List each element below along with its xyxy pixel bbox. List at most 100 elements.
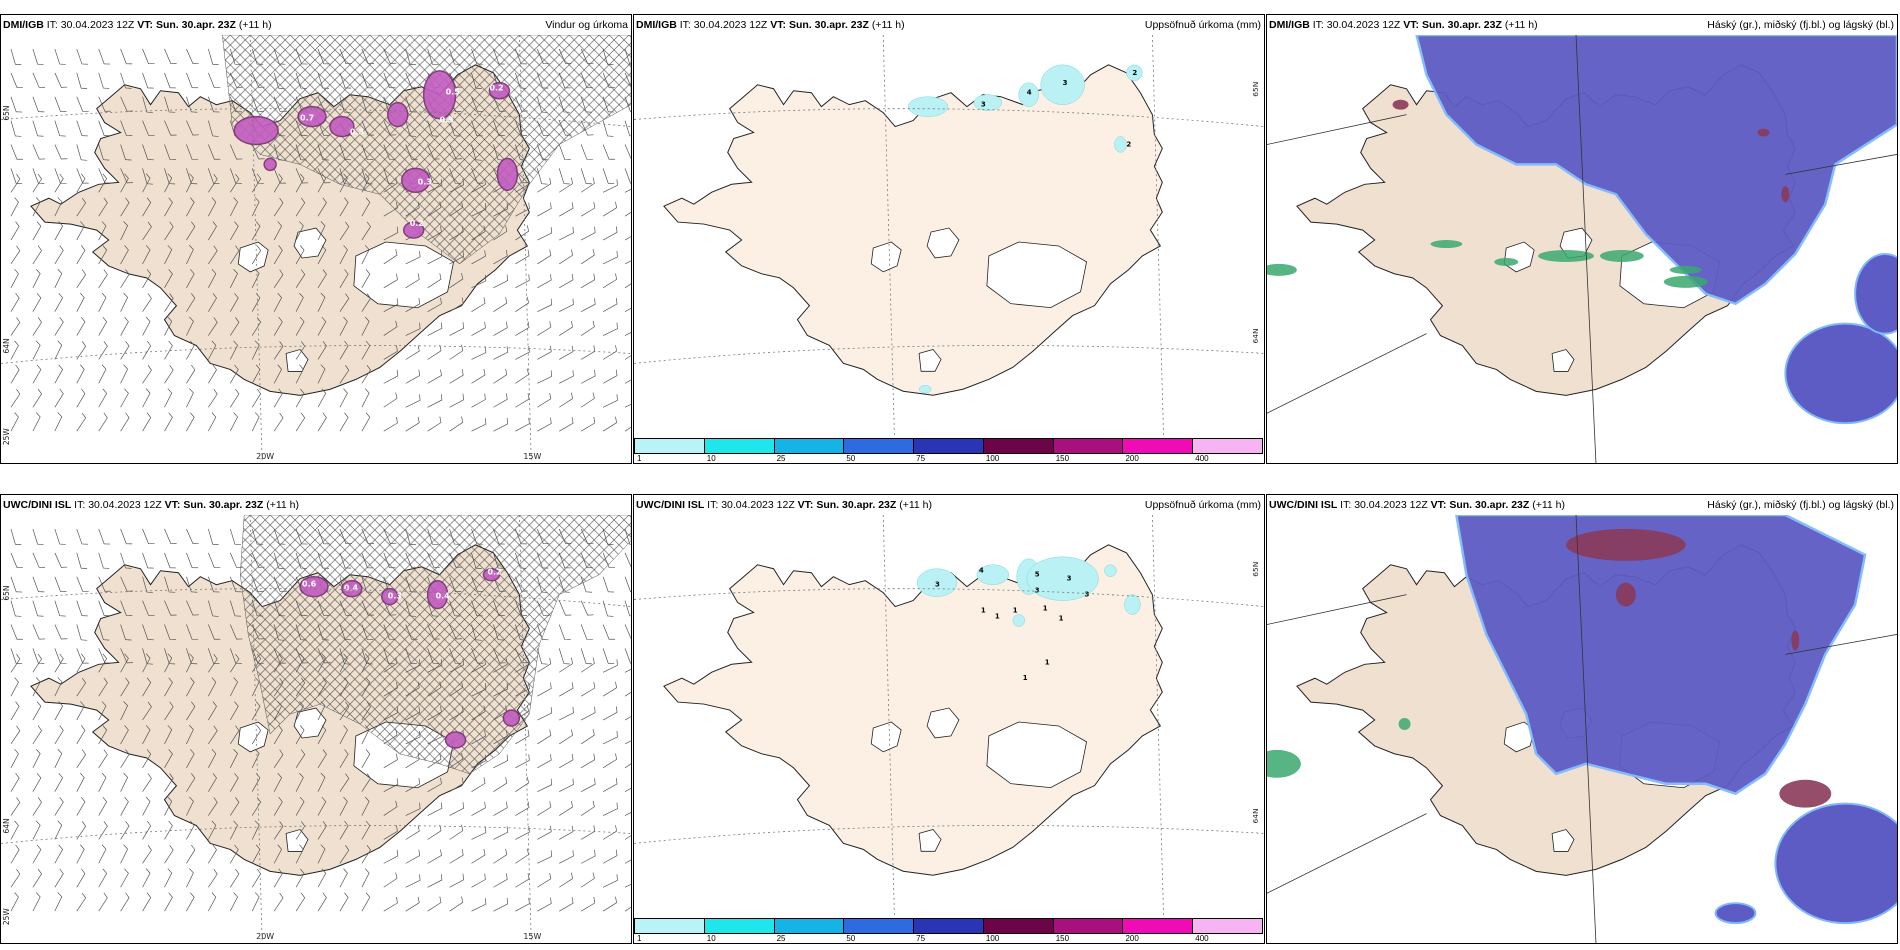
wind-barb [10,120,22,137]
wind-barb [186,749,195,768]
accum-area [1018,82,1039,107]
wind-barb [471,528,483,545]
wind-barb [142,701,152,721]
accum-value: 1 [981,607,986,615]
wind-barb [164,197,173,217]
low-cloud [1757,128,1770,137]
wind-barb [120,388,129,408]
wind-barb [273,821,284,840]
wind-barb [427,394,443,408]
wind-barb [208,340,217,360]
wind-barb [515,776,530,792]
wind-barb [142,72,154,89]
accum-value: 3 [1063,79,1068,87]
wind-barb [537,249,552,265]
colorbar-swatches [634,918,1264,934]
wind-barb [471,624,482,641]
colorbar-swatch [1122,438,1194,454]
wind-barb [449,168,462,184]
wind-barb [142,120,155,136]
wind-barb [580,392,595,408]
glacier [926,227,960,259]
wind-barb [76,173,86,193]
wind-barb [54,173,64,193]
wind-barb [164,552,176,569]
wind-barb [537,872,552,888]
wind-barb [10,168,23,185]
wind-barb [449,849,464,864]
wind-barb [76,48,88,65]
wind-barb [624,307,631,313]
wind-barb [471,873,486,888]
wind-barb [142,868,151,888]
wind-barb [559,682,574,697]
wind-barb [251,144,265,160]
wind-barb [164,364,174,384]
wind-barb [142,892,152,912]
wind-barb [10,725,21,745]
wind-barb [98,868,108,888]
wind-barb [208,412,217,432]
precip-value: 0.5 [440,116,454,125]
wind-barb [515,658,530,673]
wind-barb [558,648,570,665]
wind-barb [229,197,238,217]
wind-barb [164,820,173,840]
wind-barb [32,701,42,721]
wind-barb [54,552,68,568]
panel-header: UWC/DINI ISL IT: 30.04.2023 12Z VT: Sun.… [1,495,631,515]
wind-barb [602,168,615,185]
wind-barb [317,144,329,161]
wind-barb [449,297,464,313]
wind-barb [536,624,549,641]
wind-barb [493,225,508,241]
wind-barb [10,820,19,840]
wind-barb [273,412,284,432]
accum-value: 3 [1067,575,1072,583]
projection-line [1785,154,1897,175]
wind-barb [471,225,486,241]
accum-value: 3 [981,101,986,109]
wind-barb [624,552,631,568]
wind-barb [536,552,549,569]
wind-barb [164,725,173,745]
wind-barb [295,168,309,184]
wind-barb [76,528,88,545]
wind-barb [10,144,23,160]
colorbar-swatch [634,918,705,934]
precip-area [402,221,425,239]
precip-area [341,579,363,598]
longitude-line [518,515,532,943]
wind-barb [229,72,243,88]
wind-barb [186,72,199,89]
wind-barb [339,365,350,384]
wind-barb [164,868,173,888]
wind-barb [186,844,196,864]
wind-barb [98,144,110,161]
wind-barb [164,340,173,360]
cloud-map [1267,35,1897,463]
precip-area [444,731,467,749]
wind-barb [32,552,46,568]
accum-value: 1 [995,612,1000,620]
wind-barb [559,177,573,193]
wind-barb [405,600,417,617]
precip-value: 0.3 [350,128,364,137]
wind-barb [339,144,352,161]
colorbar-tick-label: 50 [846,454,856,463]
wind-barb [54,292,64,312]
wind-barb [98,844,107,864]
wind-barb [120,245,129,265]
wind-barb [537,707,553,721]
wind-barb [295,648,309,664]
wind-barb [273,341,284,360]
wind-barb [449,322,465,336]
wind-barb [361,749,371,768]
wind-barb [229,701,239,721]
longitude-line [1151,35,1164,437]
wind-barb [602,624,616,640]
wind-barb [624,648,631,664]
wind-barb [186,528,199,544]
wind-barb [515,754,530,769]
wind-barb [120,364,129,384]
